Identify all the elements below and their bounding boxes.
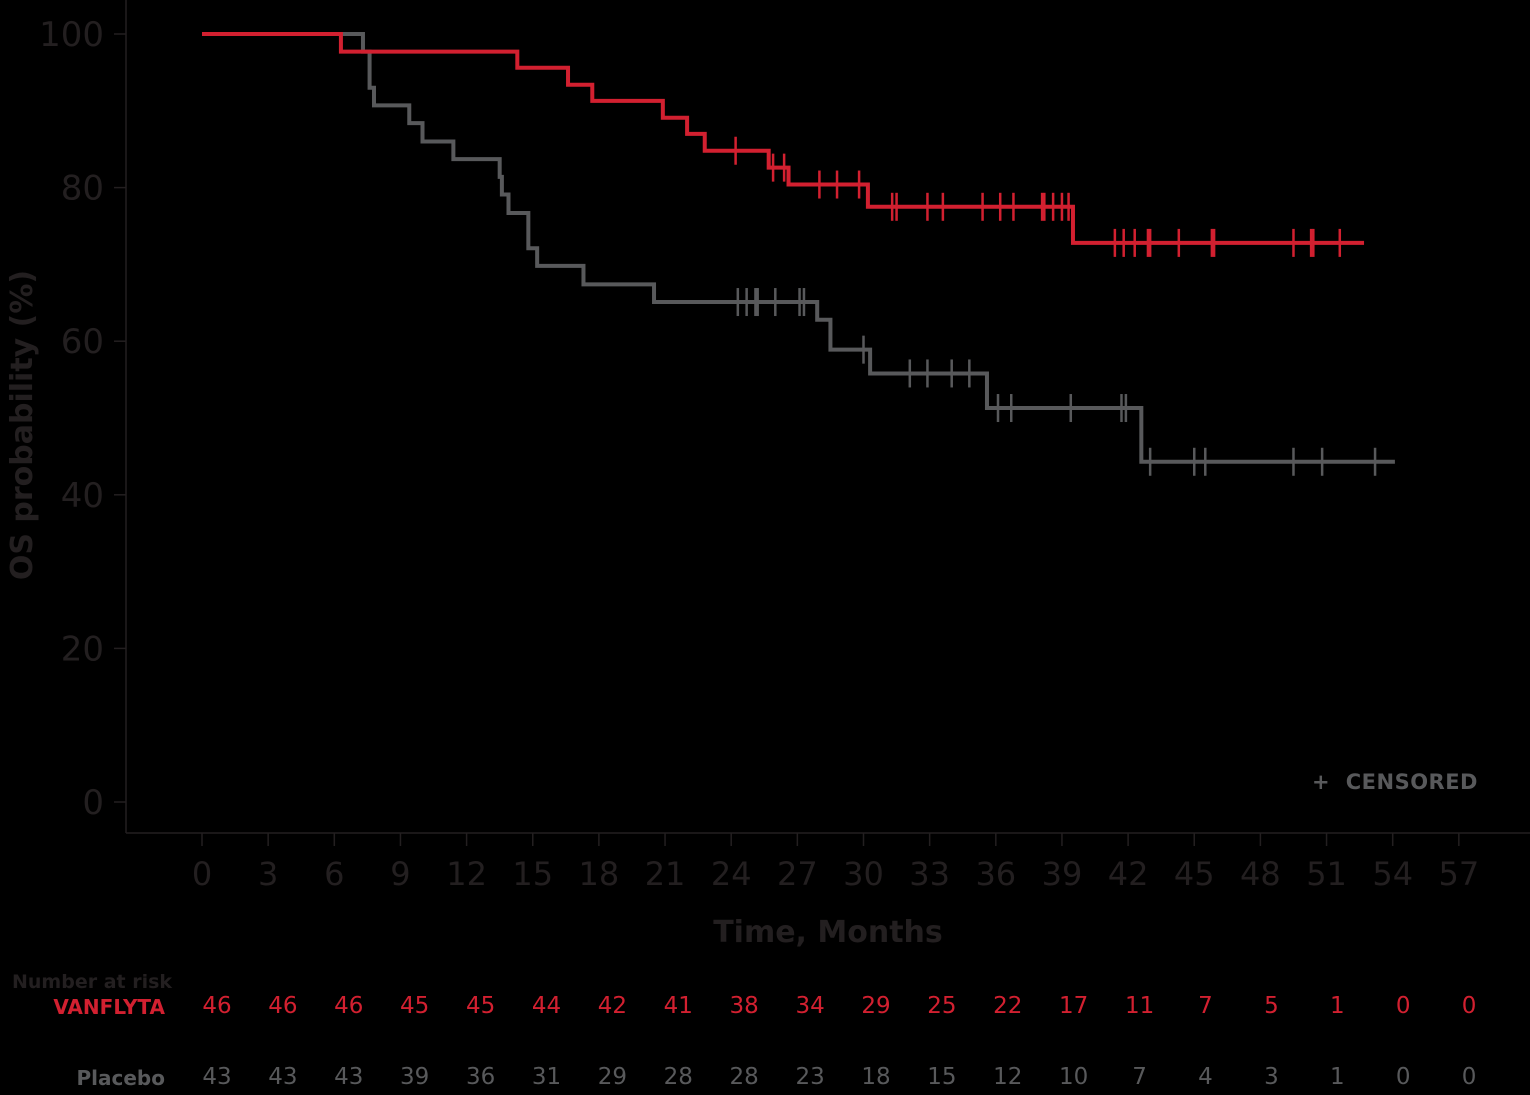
x-tick-label: 27 — [777, 855, 818, 893]
risk-value: 45 — [465, 993, 496, 1019]
y-tick-label: 20 — [61, 629, 104, 669]
x-tick-label: 42 — [1108, 855, 1149, 893]
curve-vanflyta — [202, 32, 1365, 257]
risk-value: 7 — [1132, 1064, 1147, 1090]
risk-value: 42 — [597, 993, 628, 1019]
risk-value: 46 — [334, 993, 364, 1019]
risk-value: 5 — [1264, 993, 1279, 1019]
risk-value: 43 — [268, 1064, 298, 1090]
risk-value: 31 — [531, 1064, 562, 1090]
y-axis-title: OS probability (%) — [5, 270, 40, 580]
risk-value: 46 — [202, 993, 232, 1019]
risk-value: 28 — [729, 1064, 759, 1090]
censored-legend: + CENSORED — [1312, 770, 1478, 794]
x-tick-label: 12 — [446, 855, 487, 893]
plus-icon: + — [1312, 770, 1331, 794]
risk-value: 22 — [993, 993, 1023, 1019]
x-tick-label: 21 — [645, 855, 686, 893]
x-tick-label: 51 — [1306, 855, 1347, 893]
x-tick-label: 48 — [1240, 855, 1281, 893]
risk-value: 34 — [795, 993, 825, 1019]
risk-value: 43 — [334, 1064, 364, 1090]
risk-value: 44 — [531, 993, 562, 1019]
axes — [125, 0, 1530, 834]
risk-value: 12 — [993, 1064, 1023, 1090]
risk-value: 7 — [1198, 993, 1213, 1019]
risk-value: 25 — [927, 993, 957, 1019]
risk-value: 17 — [1059, 993, 1089, 1019]
legend-label: CENSORED — [1345, 770, 1478, 794]
x-tick-label: 36 — [975, 855, 1016, 893]
risk-value: 1 — [1329, 993, 1345, 1019]
y-tick-label: 60 — [61, 322, 104, 362]
risk-value: 45 — [400, 993, 430, 1019]
x-tick-label: 57 — [1438, 855, 1479, 893]
step-line — [202, 32, 1365, 245]
y-ticks: 0 20 40 60 80 100 — [39, 15, 126, 823]
risk-value: 0 — [1461, 993, 1477, 1019]
risk-value: 0 — [1461, 1064, 1477, 1090]
risk-row-label-vanflyta: VANFLYTA — [53, 995, 165, 1019]
risk-value: 29 — [861, 993, 891, 1019]
x-tick-label: 24 — [711, 855, 752, 893]
risk-value: 3 — [1264, 1064, 1279, 1090]
number-at-risk-title: Number at risk — [12, 971, 173, 993]
y-tick-label: 40 — [61, 476, 104, 516]
curve-placebo — [202, 32, 1395, 476]
risk-value: 1 — [1329, 1064, 1345, 1090]
risk-value: 29 — [597, 1064, 628, 1090]
risk-value: 43 — [202, 1064, 232, 1090]
risk-row-label-placebo: Placebo — [76, 1066, 166, 1090]
x-tick-label: 3 — [258, 855, 278, 893]
risk-value: 18 — [861, 1064, 891, 1090]
x-tick-label: 39 — [1042, 855, 1083, 893]
survival-curves — [202, 32, 1395, 476]
x-tick-label: 9 — [390, 855, 410, 893]
risk-value: 39 — [400, 1064, 430, 1090]
y-tick-label: 80 — [61, 169, 104, 209]
risk-value: 10 — [1059, 1064, 1089, 1090]
y-tick-label: 100 — [39, 15, 104, 55]
risk-value: 38 — [729, 993, 759, 1019]
risk-value: 41 — [663, 993, 693, 1019]
risk-value: 15 — [927, 1064, 957, 1090]
x-tick-label: 33 — [909, 855, 950, 893]
x-tick-label: 18 — [579, 855, 620, 893]
x-tick-label: 6 — [324, 855, 344, 893]
risk-value: 11 — [1124, 993, 1155, 1019]
x-tick-label: 0 — [192, 855, 212, 893]
x-axis-title: Time, Months — [713, 915, 943, 950]
y-tick-label: 0 — [82, 783, 104, 823]
step-line — [202, 32, 1395, 464]
x-tick-label: 54 — [1372, 855, 1413, 893]
risk-value: 0 — [1395, 993, 1411, 1019]
x-tick-label: 15 — [512, 855, 553, 893]
risk-value: 4 — [1198, 1064, 1213, 1090]
risk-value: 23 — [795, 1064, 825, 1090]
x-tick-label: 45 — [1174, 855, 1215, 893]
x-tick-label: 30 — [843, 855, 884, 893]
risk-value: 36 — [465, 1064, 496, 1090]
x-ticks: 0 3 6 9 12 15 18 21 24 27 30 33 36 39 42 45 48 51 54 57 — [192, 833, 1479, 893]
risk-value: 28 — [663, 1064, 693, 1090]
risk-value: 0 — [1395, 1064, 1411, 1090]
risk-value: 46 — [268, 993, 298, 1019]
